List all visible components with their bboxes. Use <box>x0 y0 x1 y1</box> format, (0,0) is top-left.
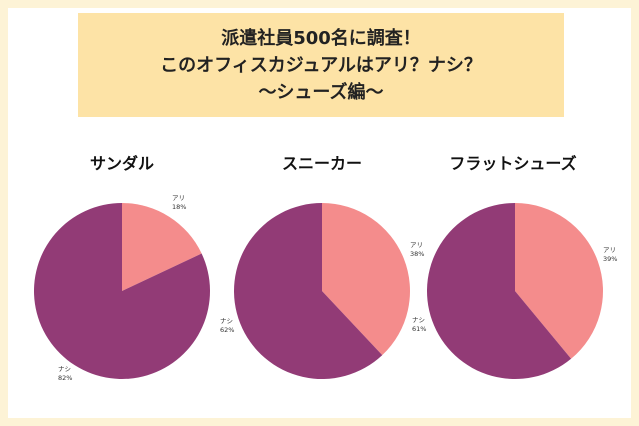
title-banner: 派遣社員500名に調査！ このオフィスカジュアルはアリ？ナシ？ 〜シューズ編〜 <box>78 13 564 117</box>
slice-label-2-1: ナシ <box>412 316 425 324</box>
pie-slice-0-アリ <box>122 203 202 291</box>
slice-value-2-1: 61% <box>412 325 426 333</box>
slice-label-1-1: ナシ <box>220 317 233 325</box>
slice-value-0-0: 18% <box>172 203 186 211</box>
pie-slice-1-ナシ <box>233 203 383 379</box>
pie-slice-0-ナシ <box>34 203 211 379</box>
slice-label-1-0: アリ <box>410 241 423 249</box>
title-line-3: 〜シューズ編〜 <box>258 81 384 103</box>
slice-value-0-1: 82% <box>58 374 72 382</box>
slice-label-2-0: アリ <box>603 246 616 254</box>
title-line-1: 派遣社員500名に調査！ <box>221 27 421 49</box>
slice-label-0-1: ナシ <box>58 365 71 373</box>
pie-slice-1-アリ <box>322 203 410 356</box>
chart-title-sneaker: スニーカー <box>281 154 362 173</box>
title-line-2: このオフィスカジュアルはアリ？ナシ？ <box>160 54 482 76</box>
slice-label-0-0: アリ <box>172 194 185 202</box>
slice-value-1-1: 62% <box>220 326 234 334</box>
chart-title-flat-shoes: フラットシューズ <box>449 154 577 173</box>
slice-value-2-0: 39% <box>603 255 617 263</box>
pie-slice-2-ナシ <box>427 203 572 379</box>
chart-title-sandal: サンダル <box>89 154 154 173</box>
pie-slice-2-アリ <box>515 203 604 359</box>
slice-value-1-0: 38% <box>410 250 424 258</box>
